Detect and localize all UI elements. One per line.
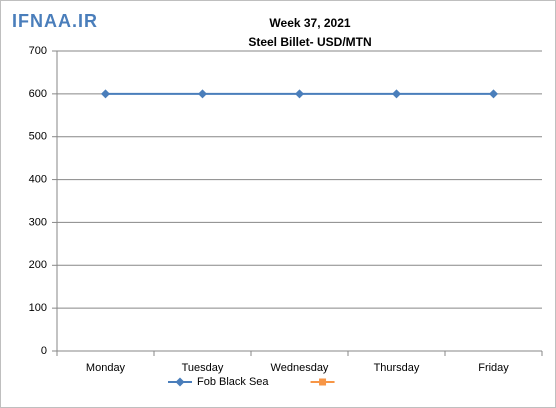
- y-tick-label: 200: [29, 259, 47, 271]
- x-tick-label: Thursday: [374, 362, 420, 374]
- legend-label: Fob Black Sea: [197, 376, 269, 388]
- y-tick-label: 600: [29, 88, 47, 100]
- y-tick-label: 100: [29, 302, 47, 314]
- legend-marker: [319, 378, 327, 386]
- legend-marker: [175, 377, 185, 387]
- point: [489, 89, 498, 99]
- y-tick-label: 300: [29, 216, 47, 228]
- watermark: IFNAA.IR: [12, 11, 98, 31]
- point: [392, 89, 401, 99]
- chart-subtitle: Steel Billet- USD/MTN: [248, 35, 371, 49]
- y-tick-label: 400: [29, 173, 47, 185]
- x-tick-label: Wednesday: [271, 362, 329, 374]
- chart-title: Week 37, 2021: [269, 16, 351, 30]
- point: [198, 89, 207, 99]
- x-tick-label: Tuesday: [182, 362, 224, 374]
- point: [101, 89, 110, 99]
- y-tick-label: 0: [41, 345, 47, 357]
- point: [295, 89, 304, 99]
- y-tick-label: 700: [29, 45, 47, 57]
- x-tick-label: Friday: [478, 362, 509, 374]
- x-tick-label: Monday: [86, 362, 126, 374]
- y-tick-label: 500: [29, 131, 47, 143]
